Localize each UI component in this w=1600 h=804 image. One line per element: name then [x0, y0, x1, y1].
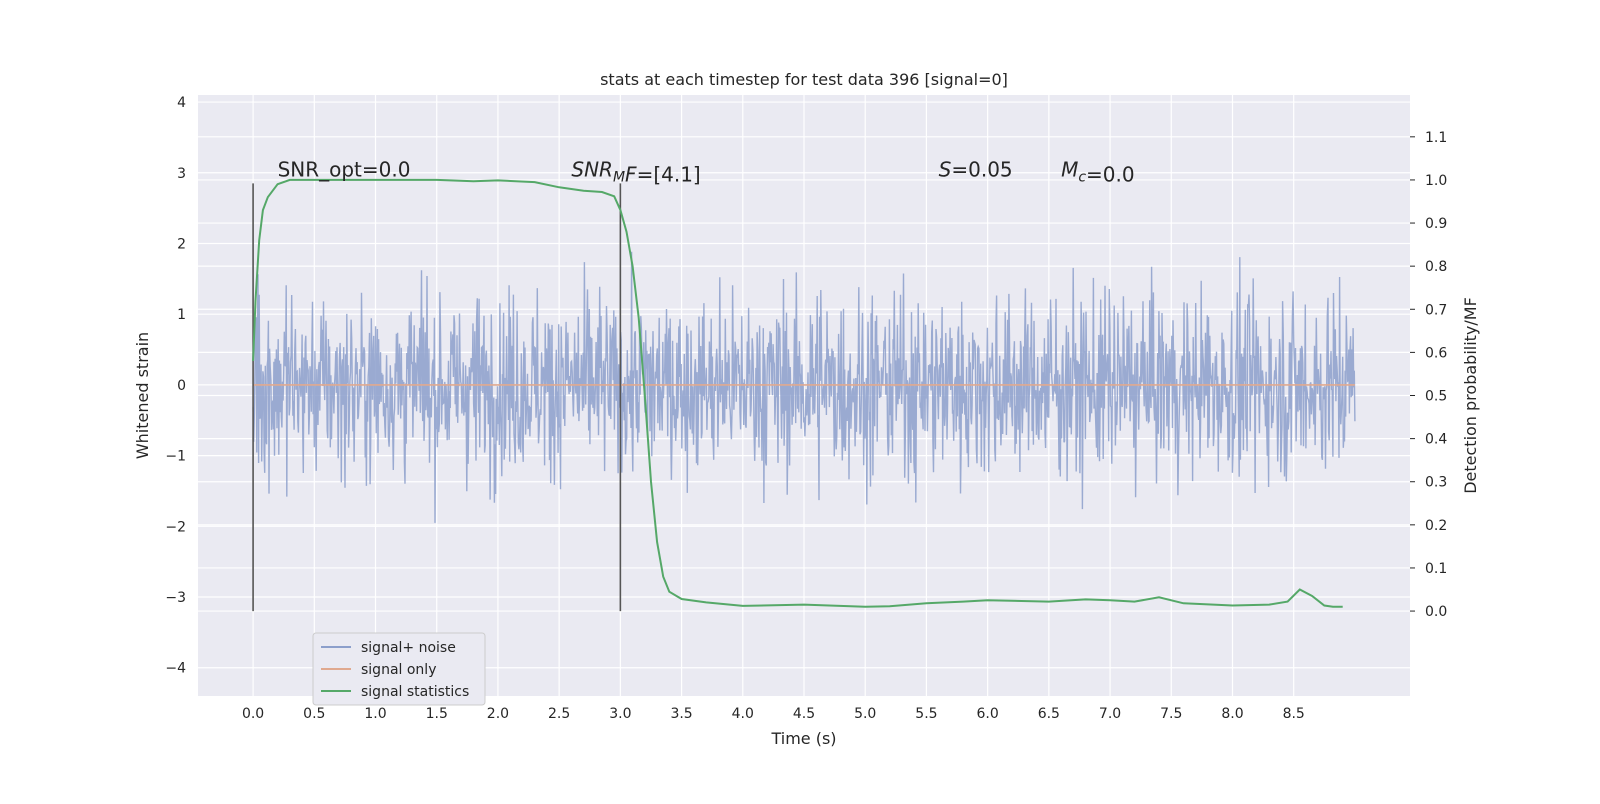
- x-tick-label: 2.0: [487, 706, 509, 722]
- y2-tick-label: 0.2: [1425, 518, 1447, 534]
- x-tick-label: 5.0: [854, 706, 876, 722]
- y2-tick-label: 0.0: [1425, 604, 1447, 620]
- y2-tick-label: 0.8: [1425, 259, 1447, 275]
- y-tick-label: 3: [177, 166, 186, 182]
- y2-tick-label: 0.6: [1425, 345, 1447, 361]
- chart-title: stats at each timestep for test data 396…: [600, 70, 1008, 89]
- y-tick-label: 0: [177, 378, 186, 394]
- x-tick-label: 6.5: [1038, 706, 1060, 722]
- legend: signal+ noise signal only signal statistic…: [312, 632, 486, 706]
- series-signal-plus-noise: [252, 251, 1356, 523]
- y-tick-label: −1: [165, 449, 186, 465]
- y2-tick-label: 0.9: [1425, 216, 1447, 232]
- x-tick-label: 4.0: [732, 706, 754, 722]
- y2-tick-label: 0.1: [1425, 561, 1447, 577]
- y-tick-label: −4: [165, 661, 186, 677]
- y2-tick-label: 0.3: [1425, 475, 1447, 491]
- x-tick-label: 1.5: [426, 706, 448, 722]
- x-tick-label: 8.0: [1221, 706, 1243, 722]
- x-tick-label: 6.0: [977, 706, 999, 722]
- y-tick-label: −2: [165, 519, 186, 535]
- x-tick-label: 0.5: [303, 706, 325, 722]
- x-tick-label: 4.5: [793, 706, 815, 722]
- annotation-text: SNR_opt=0.0: [278, 157, 411, 181]
- y2-tick-label: 0.5: [1425, 389, 1447, 405]
- x-tick-label: 3.0: [609, 706, 631, 722]
- x-tick-label: 0.0: [242, 706, 264, 722]
- y-tick-label: −3: [165, 590, 186, 606]
- legend-label: signal only: [361, 662, 436, 678]
- data-layer: [252, 178, 1356, 612]
- y2-tick-label: 1.0: [1425, 173, 1447, 189]
- tick-labels: 0.0 0.5 1.0 1.5 2.0 2.5 3.0 3.5 4.0 4.5 5.0 5.5 6.0 6…: [165, 95, 1447, 722]
- series-signal-statistics: [252, 178, 1343, 608]
- annotation-text: S=0.05: [939, 157, 1013, 181]
- y2-tick-label: 0.7: [1425, 302, 1447, 318]
- y-tick-label: 4: [177, 95, 186, 111]
- annotations: SNR_opt=0.0 SNRMF=[4.1] S=0.05 Mc=0.0: [278, 157, 1135, 186]
- x-tick-label: 3.5: [670, 706, 692, 722]
- y-tick-label: 1: [177, 307, 186, 323]
- x-tick-label: 7.0: [1099, 706, 1121, 722]
- x-tick-label: 2.5: [548, 706, 570, 722]
- x-tick-label: 1.0: [364, 706, 386, 722]
- y2-axis-label: Detection probability/MF: [1461, 297, 1480, 494]
- x-axis-label: Time (s): [770, 729, 836, 748]
- x-tick-label: 7.5: [1160, 706, 1182, 722]
- annotation-text: Mc=0.0: [1061, 157, 1135, 186]
- y2-tick-label: 1.1: [1425, 130, 1447, 146]
- legend-box: [312, 632, 486, 706]
- annotation-text: SNRMF=[4.1]: [571, 157, 700, 186]
- y-axis-label: Whitened strain: [133, 332, 152, 459]
- legend-label: signal+ noise: [361, 640, 456, 656]
- y2-tick-label: 0.4: [1425, 432, 1447, 448]
- legend-label: signal statistics: [361, 684, 469, 700]
- x-tick-label: 8.5: [1283, 706, 1305, 722]
- x-tick-label: 5.5: [915, 706, 937, 722]
- y-tick-label: 2: [177, 236, 186, 252]
